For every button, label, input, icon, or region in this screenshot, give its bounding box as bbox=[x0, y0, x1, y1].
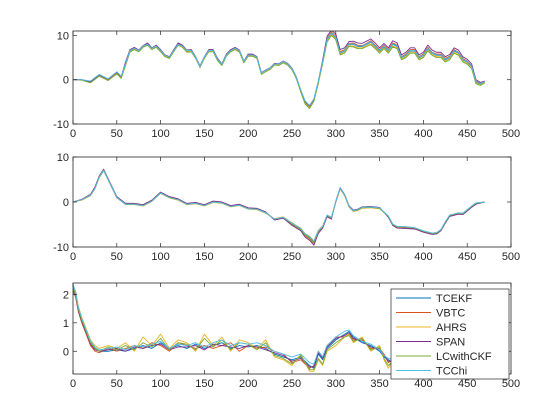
x-tick-label: 450 bbox=[458, 378, 476, 390]
legend-label-vbtc: VBTC bbox=[436, 308, 465, 320]
chart-panel-3: 0 50 100 150 200 250 300 350 400 450 500 0 1 2 TCEKF VB… bbox=[63, 282, 520, 390]
series-line-lcwithckf bbox=[73, 34, 485, 109]
x-tick-label: 500 bbox=[502, 378, 520, 390]
x-tick-label: 0 bbox=[70, 128, 76, 140]
x-tick-label: 450 bbox=[458, 251, 476, 263]
y-tick-label: 0 bbox=[63, 75, 69, 87]
y-tick-label: -10 bbox=[53, 119, 69, 131]
y-tick-label: 10 bbox=[57, 30, 69, 42]
x-tick-label: 100 bbox=[151, 251, 169, 263]
series-line-span bbox=[73, 168, 485, 246]
legend-label-ahrs: AHRS bbox=[436, 322, 467, 334]
series-line-tcchi bbox=[73, 284, 393, 365]
series-line-tcchi bbox=[73, 32, 485, 106]
x-tick-label: 200 bbox=[239, 251, 257, 263]
x-tick-label: 250 bbox=[283, 378, 301, 390]
legend-label-lcwithckf: LCwithCKF bbox=[436, 351, 492, 363]
x-tick-label: 500 bbox=[502, 251, 520, 263]
x-tick-label: 300 bbox=[327, 251, 345, 263]
series-group-3 bbox=[73, 284, 394, 372]
y-tick-label: 10 bbox=[57, 152, 69, 164]
x-tick-label: 350 bbox=[370, 128, 388, 140]
y-tick-label: 0 bbox=[63, 197, 69, 209]
x-tick-label: 200 bbox=[239, 378, 257, 390]
plot-area-2 bbox=[73, 157, 511, 247]
x-tick-label: 450 bbox=[458, 128, 476, 140]
legend-label-span: SPAN bbox=[436, 337, 465, 349]
plot-area-1 bbox=[73, 31, 511, 124]
x-tick-label: 200 bbox=[239, 128, 257, 140]
x-tick-label: 350 bbox=[370, 251, 388, 263]
x-tick-label: 400 bbox=[414, 128, 432, 140]
x-tick-label: 150 bbox=[195, 128, 213, 140]
series-group-1 bbox=[73, 31, 485, 109]
series-line-span bbox=[73, 288, 393, 368]
legend-label-tcchi: TCChi bbox=[436, 366, 467, 378]
x-tick-label: 100 bbox=[151, 378, 169, 390]
x-tick-label: 400 bbox=[414, 251, 432, 263]
x-tick-label: 250 bbox=[283, 251, 301, 263]
series-group-2 bbox=[73, 168, 485, 246]
legend-label-tcekf: TCEKF bbox=[436, 293, 472, 305]
x-tick-label: 300 bbox=[327, 128, 345, 140]
y-tick-label: -10 bbox=[53, 242, 69, 254]
x-tick-label: 50 bbox=[111, 128, 123, 140]
x-tick-label: 150 bbox=[195, 378, 213, 390]
x-tick-label: 500 bbox=[502, 128, 520, 140]
x-tick-label: 100 bbox=[151, 128, 169, 140]
x-tick-label: 300 bbox=[327, 378, 345, 390]
series-line-ahrs bbox=[73, 285, 394, 372]
x-tick-label: 0 bbox=[70, 378, 76, 390]
legend: TCEKF VBTC AHRS SPAN LCwithCKF TCChi bbox=[390, 288, 510, 380]
x-tick-label: 50 bbox=[111, 378, 123, 390]
y-tick-label: 1 bbox=[63, 318, 69, 330]
y-tick-label: 2 bbox=[63, 289, 69, 301]
x-tick-label: 0 bbox=[70, 251, 76, 263]
x-tick-label: 150 bbox=[195, 251, 213, 263]
y-tick-label: 0 bbox=[63, 346, 69, 358]
x-tick-label: 400 bbox=[414, 378, 432, 390]
legend-box bbox=[390, 288, 510, 380]
x-tick-label: 350 bbox=[370, 378, 388, 390]
x-tick-label: 50 bbox=[111, 251, 123, 263]
series-line-tcchi bbox=[73, 170, 485, 242]
x-tick-label: 250 bbox=[283, 128, 301, 140]
